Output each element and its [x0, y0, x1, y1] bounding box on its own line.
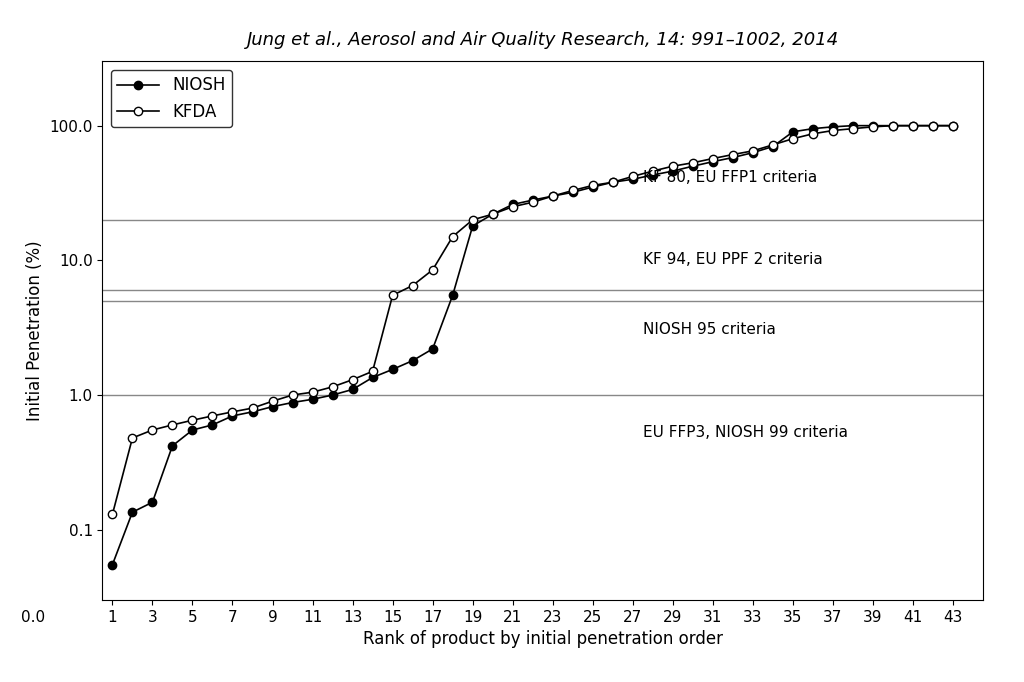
KFDA	[947, 121, 959, 130]
NIOSH	[126, 508, 138, 516]
KFDA	[587, 181, 599, 190]
NIOSH	[767, 143, 779, 151]
KFDA	[786, 134, 799, 143]
NIOSH	[647, 171, 659, 179]
KFDA	[727, 151, 739, 159]
KFDA	[207, 412, 219, 420]
NIOSH	[106, 561, 119, 569]
Title: Jung et al., Aerosol and Air Quality Research, 14: 991–1002, 2014: Jung et al., Aerosol and Air Quality Res…	[247, 31, 839, 48]
KFDA	[826, 126, 839, 134]
KFDA	[426, 266, 438, 274]
NIOSH	[486, 210, 499, 218]
NIOSH	[627, 175, 639, 183]
NIOSH	[587, 183, 599, 191]
NIOSH	[807, 125, 819, 133]
KFDA	[186, 416, 199, 424]
KFDA	[166, 421, 178, 429]
NIOSH	[467, 222, 479, 230]
NIOSH	[547, 192, 559, 201]
NIOSH	[786, 128, 799, 136]
NIOSH	[426, 345, 438, 353]
KFDA	[707, 154, 719, 162]
NIOSH	[266, 402, 279, 411]
NIOSH	[866, 121, 879, 130]
KFDA	[927, 121, 939, 130]
KFDA	[327, 383, 339, 391]
NIOSH	[746, 149, 759, 157]
KFDA	[226, 408, 239, 416]
KFDA	[667, 162, 679, 170]
KFDA	[446, 233, 459, 241]
NIOSH	[407, 357, 419, 365]
KFDA	[866, 123, 879, 131]
NIOSH	[687, 162, 699, 170]
NIOSH	[826, 123, 839, 131]
NIOSH	[166, 442, 178, 450]
Text: NIOSH 95 criteria: NIOSH 95 criteria	[643, 322, 775, 337]
KFDA	[627, 173, 639, 181]
KFDA	[907, 121, 920, 130]
Legend: NIOSH, KFDA: NIOSH, KFDA	[111, 70, 232, 128]
KFDA	[367, 367, 379, 375]
KFDA	[106, 510, 119, 518]
NIOSH	[667, 167, 679, 175]
Line: NIOSH: NIOSH	[109, 121, 957, 569]
Text: KF 80, EU FFP1 criteria: KF 80, EU FFP1 criteria	[643, 170, 817, 186]
KFDA	[247, 404, 259, 412]
KFDA	[486, 210, 499, 218]
NIOSH	[606, 178, 618, 186]
KFDA	[687, 159, 699, 167]
NIOSH	[446, 291, 459, 299]
Y-axis label: Initial Penetration (%): Initial Penetration (%)	[26, 241, 44, 421]
KFDA	[467, 216, 479, 224]
KFDA	[287, 391, 299, 399]
KFDA	[146, 426, 159, 434]
NIOSH	[566, 188, 579, 196]
NIOSH	[207, 421, 219, 429]
NIOSH	[947, 121, 959, 130]
Text: 0.0: 0.0	[22, 610, 45, 625]
NIOSH	[847, 121, 859, 130]
NIOSH	[247, 408, 259, 416]
KFDA	[746, 147, 759, 155]
NIOSH	[526, 196, 539, 204]
NIOSH	[346, 385, 358, 394]
NIOSH	[386, 366, 398, 374]
KFDA	[526, 198, 539, 207]
NIOSH	[887, 121, 899, 130]
NIOSH	[327, 391, 339, 399]
NIOSH	[727, 153, 739, 162]
NIOSH	[927, 121, 939, 130]
NIOSH	[507, 201, 519, 209]
KFDA	[887, 121, 899, 130]
Text: KF 94, EU PPF 2 criteria: KF 94, EU PPF 2 criteria	[643, 252, 822, 267]
KFDA	[767, 140, 779, 149]
KFDA	[547, 192, 559, 201]
KFDA	[407, 282, 419, 290]
NIOSH	[186, 426, 199, 434]
Text: EU FFP3, NIOSH 99 criteria: EU FFP3, NIOSH 99 criteria	[643, 425, 848, 440]
KFDA	[126, 434, 138, 442]
KFDA	[847, 125, 859, 133]
KFDA	[306, 388, 318, 396]
KFDA	[346, 376, 358, 384]
KFDA	[507, 203, 519, 211]
NIOSH	[287, 398, 299, 406]
NIOSH	[306, 395, 318, 403]
X-axis label: Rank of product by initial penetration order: Rank of product by initial penetration o…	[362, 630, 723, 649]
NIOSH	[226, 412, 239, 420]
KFDA	[566, 186, 579, 194]
NIOSH	[367, 373, 379, 381]
NIOSH	[907, 121, 920, 130]
KFDA	[606, 178, 618, 186]
KFDA	[386, 291, 398, 299]
KFDA	[647, 167, 659, 175]
Line: KFDA: KFDA	[109, 121, 957, 518]
NIOSH	[707, 158, 719, 166]
KFDA	[266, 397, 279, 405]
NIOSH	[146, 498, 159, 506]
KFDA	[807, 130, 819, 138]
